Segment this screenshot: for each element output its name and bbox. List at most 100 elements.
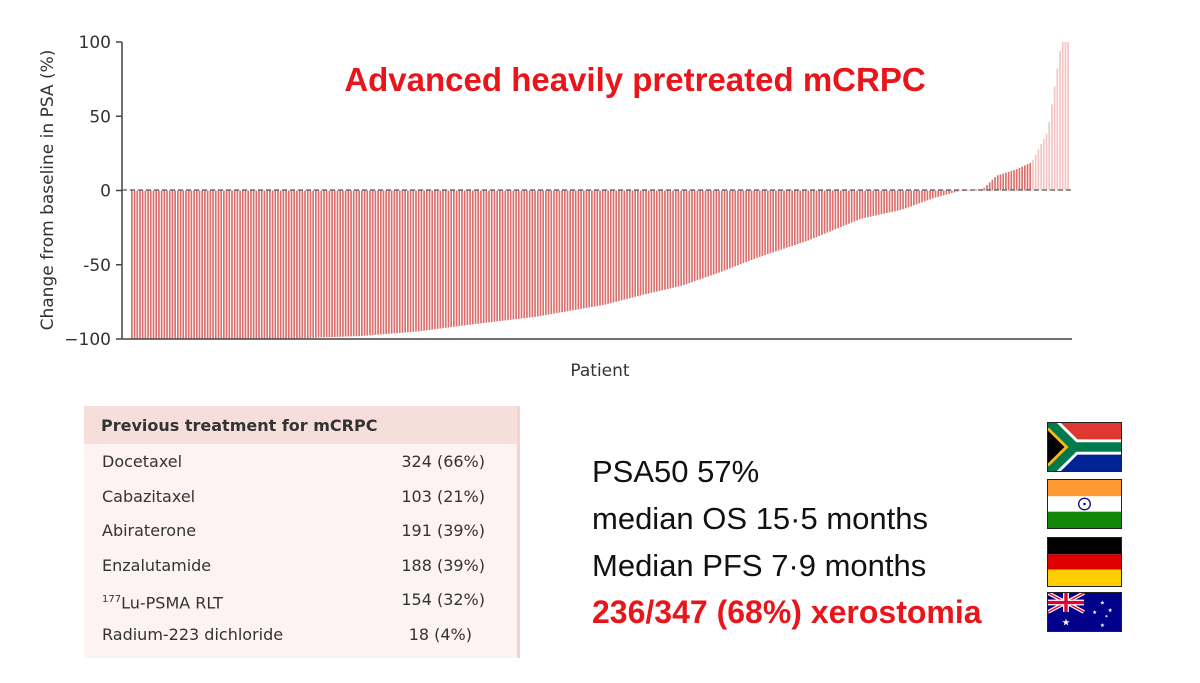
patient-bar (1048, 122, 1051, 191)
patient-bar (550, 190, 553, 315)
patient-bar (152, 190, 155, 339)
row-label: Cabazitaxel (102, 486, 196, 506)
patient-bar (715, 190, 718, 274)
patient-bar (293, 190, 296, 339)
patient-bar (650, 190, 653, 293)
patient-bar (1021, 166, 1023, 191)
patient-bar (1059, 50, 1061, 191)
patient-bar (209, 190, 212, 339)
patient-bar (872, 190, 875, 217)
patient-bar (201, 190, 204, 339)
patient-bar (471, 190, 474, 325)
patient-bar (628, 190, 631, 299)
patient-bar (401, 190, 404, 333)
patient-bar (282, 190, 285, 339)
patient-bar (585, 190, 588, 308)
patient-bar (269, 190, 271, 339)
patient-bar (731, 190, 734, 268)
patient-bar (639, 190, 642, 296)
patient-bar (1026, 164, 1029, 191)
patient-bar (812, 190, 815, 239)
patient-bar (241, 190, 244, 339)
patient-bar (582, 190, 585, 309)
patient-bar (520, 190, 523, 319)
patient-bar (168, 190, 171, 339)
patient-bar (785, 190, 788, 248)
patient-bar (685, 190, 688, 285)
patient-bar (988, 182, 991, 191)
patient-bar (298, 190, 301, 339)
patient-bar (352, 190, 355, 337)
patient-bar (704, 190, 707, 278)
patient-bar (553, 190, 555, 314)
patient-bar (915, 190, 918, 205)
patient-bar (428, 190, 431, 330)
svg-text:★: ★ (1105, 615, 1109, 619)
patient-bar (355, 190, 358, 337)
patient-bar (263, 190, 266, 339)
patient-bar (626, 190, 628, 299)
patient-bar (171, 190, 174, 339)
patient-bar (753, 190, 756, 259)
patient-bar (409, 190, 412, 333)
median-pfs-stat: Median PFS 7·9 months (592, 548, 927, 583)
patient-bar (247, 190, 250, 339)
patient-bar (956, 190, 959, 192)
patient-bar (821, 190, 823, 235)
patient-bar (149, 190, 152, 339)
patient-bar (160, 190, 163, 339)
patient-bar (599, 190, 601, 306)
patient-bar (566, 190, 569, 312)
patient-bar (931, 190, 934, 199)
patient-bar (344, 190, 347, 337)
patient-bar (177, 190, 179, 339)
patient-bar (745, 190, 747, 263)
patient-bar (274, 190, 277, 339)
patient-bar (531, 190, 534, 318)
patient-bar (723, 190, 726, 271)
patient-bar (899, 190, 902, 211)
patient-bar (526, 190, 528, 318)
patient-bar (250, 190, 252, 339)
patient-bar (1056, 68, 1059, 191)
patient-bar (758, 190, 761, 257)
patient-bar (371, 190, 374, 336)
patient-bar (701, 190, 704, 279)
patient-bar (131, 190, 133, 339)
patient-bar (880, 190, 883, 215)
xerostomia-stat: 236/347 (68%) xerostomia (592, 594, 982, 630)
patient-bar (959, 190, 961, 192)
y-tick-label: 0 (100, 182, 111, 202)
patient-bar (710, 190, 712, 276)
patient-bar (1005, 172, 1007, 191)
patient-bar (442, 190, 444, 329)
patient-bar (609, 190, 612, 304)
patient-bar (921, 190, 923, 203)
patient-bar (888, 190, 891, 213)
patient-bar (1013, 170, 1015, 191)
patient-bar (761, 190, 764, 256)
patient-bar (323, 190, 325, 338)
patient-bar (588, 190, 590, 308)
patient-bar (374, 190, 377, 335)
patient-bar (907, 190, 910, 208)
table-row-docetaxel: Docetaxel 324 (66%) (84, 444, 517, 479)
patient-bar (287, 190, 290, 339)
patient-bar (260, 190, 263, 339)
patient-bar (358, 190, 360, 337)
patient-bar (926, 190, 929, 201)
patient-bar (450, 190, 452, 328)
patient-bar (796, 190, 799, 245)
patient-bar (185, 190, 187, 339)
patient-bar (455, 190, 458, 327)
chart-title: Advanced heavily pretreated mCRPC (344, 61, 925, 98)
patient-bar (466, 190, 469, 326)
patient-bar (804, 190, 807, 242)
patient-bar (953, 190, 956, 193)
patient-bar (1010, 170, 1013, 191)
patient-bar (558, 190, 561, 313)
patient-bar (810, 190, 812, 240)
patient-bar (772, 190, 775, 253)
patient-bar (190, 190, 193, 339)
patient-bar (331, 190, 333, 338)
